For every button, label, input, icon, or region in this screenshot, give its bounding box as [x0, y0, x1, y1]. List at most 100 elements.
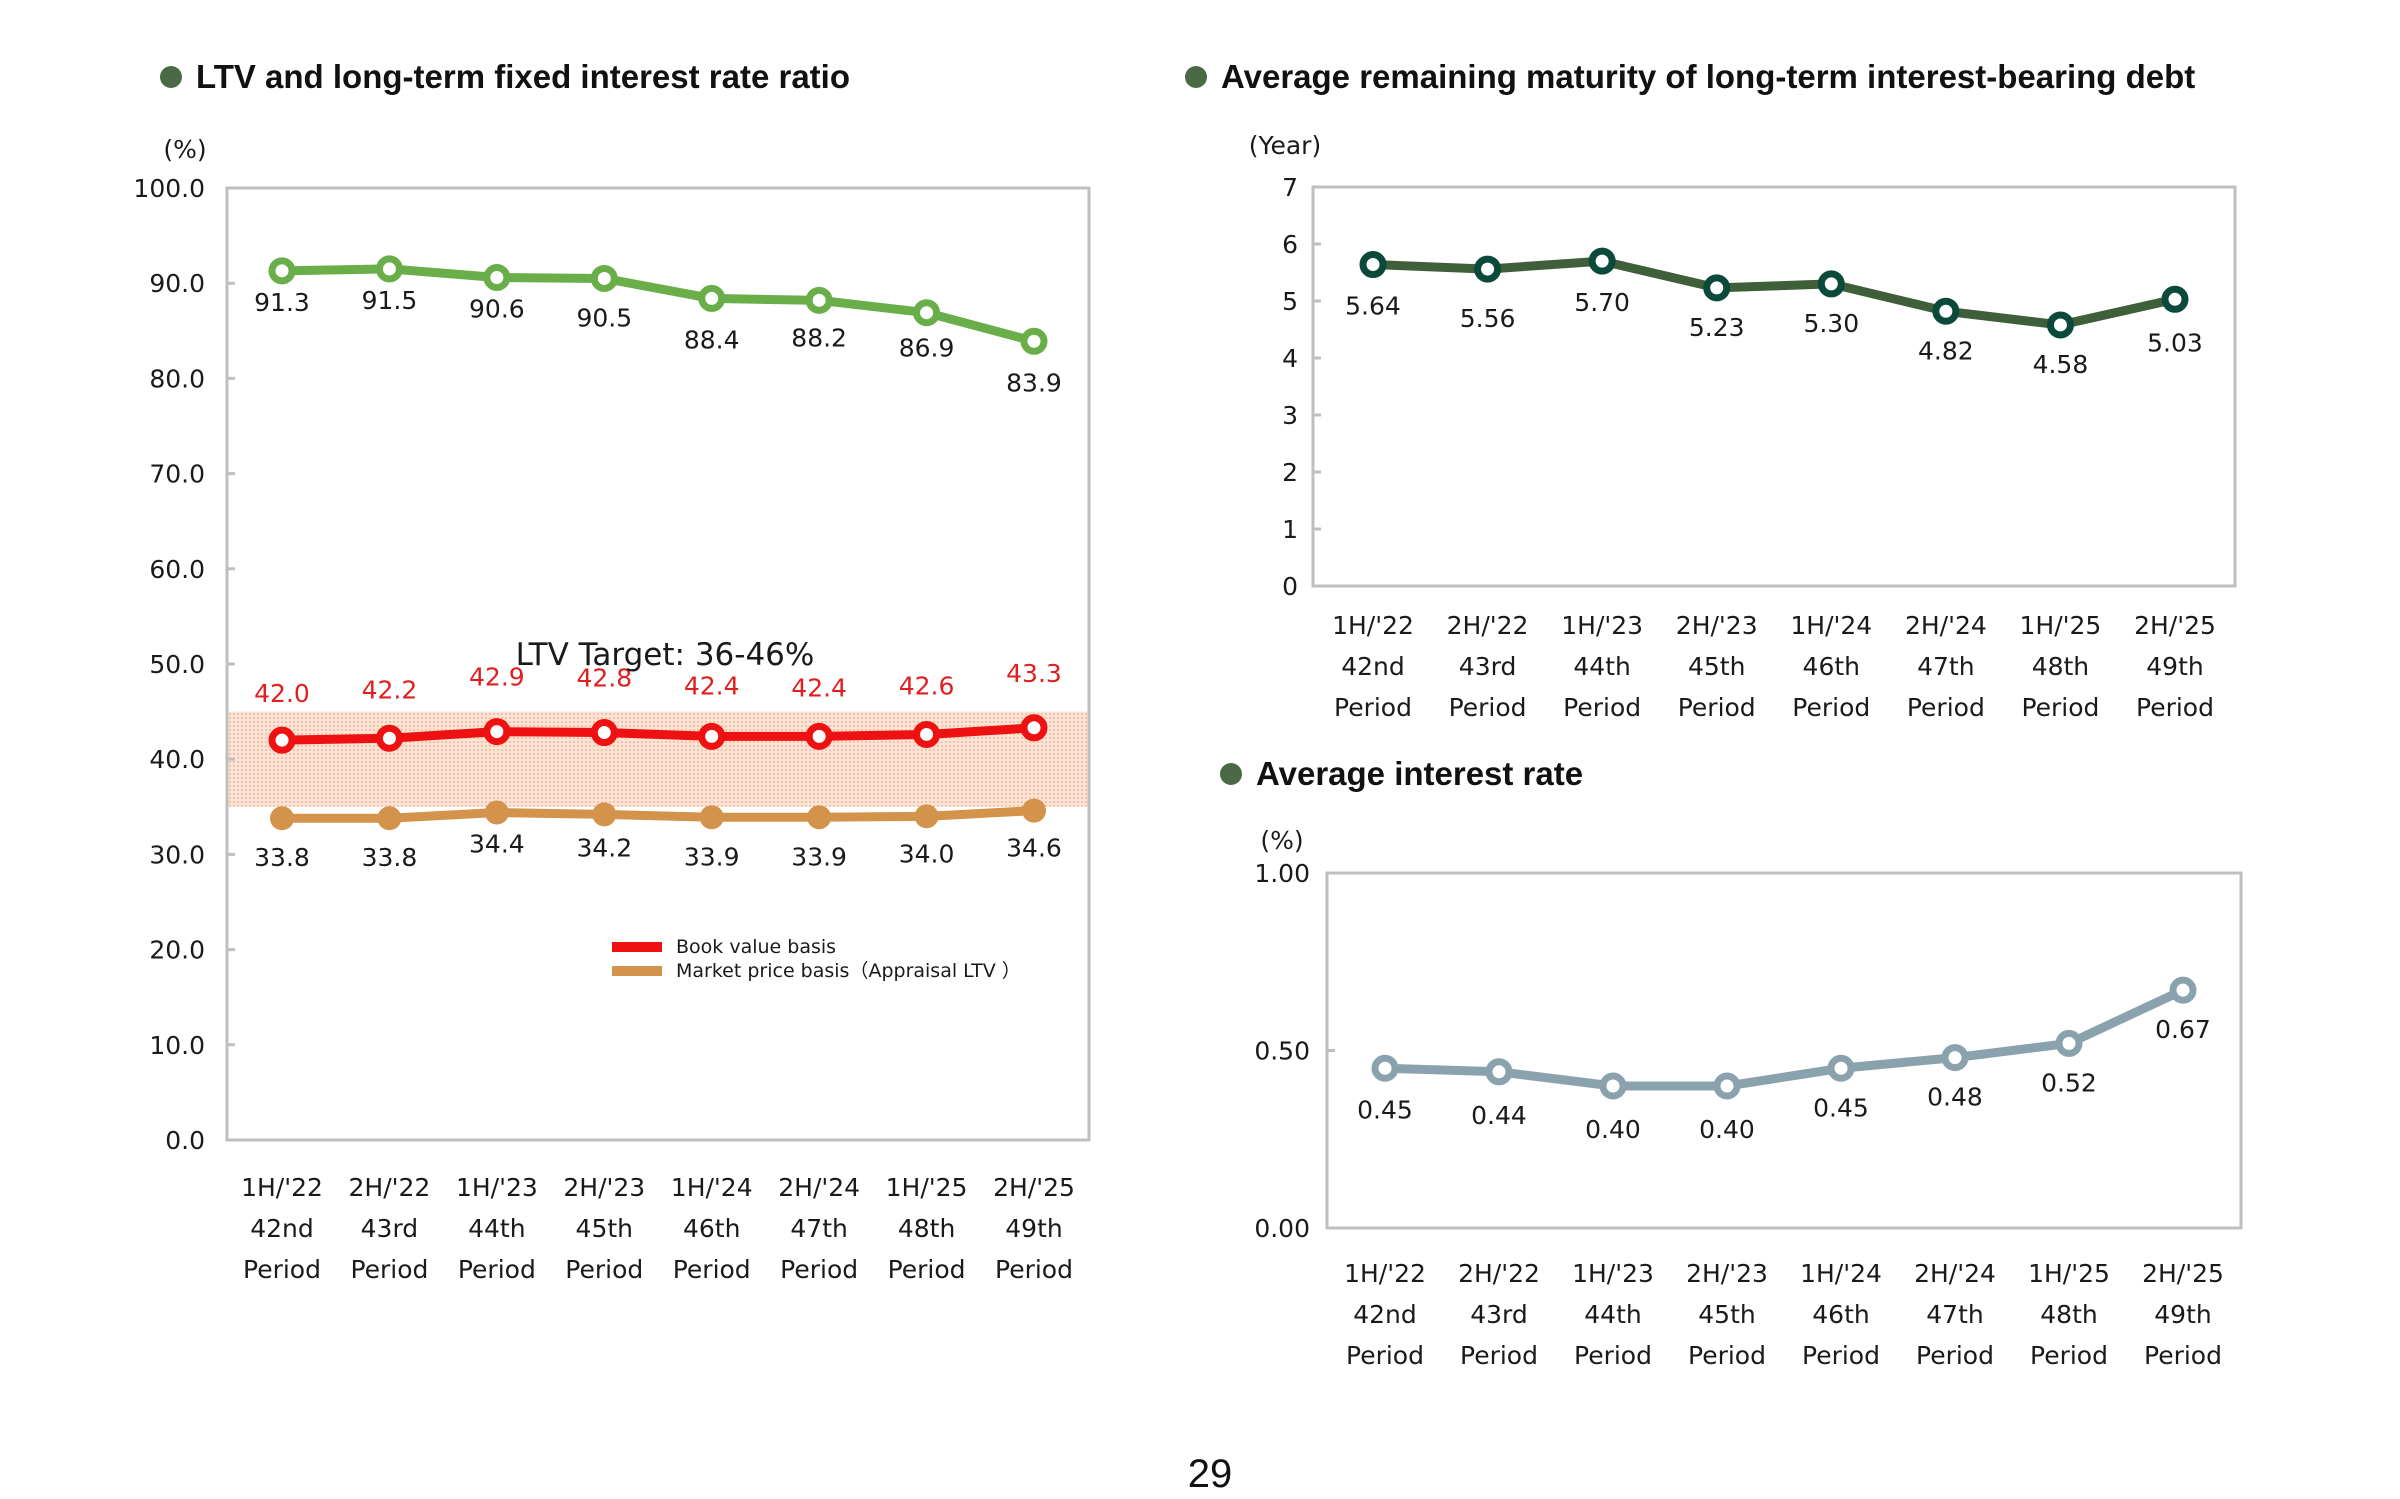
x-category-label: 1H/'22	[241, 1173, 323, 1202]
x-category-label: 42nd	[250, 1214, 314, 1243]
y-tick-label: 40.0	[149, 745, 205, 774]
book-value-ltv-marker	[805, 722, 833, 750]
x-category-label: 47th	[790, 1214, 847, 1243]
y-tick-label: 20.0	[149, 936, 205, 965]
x-category-label: 48th	[898, 1214, 955, 1243]
market-price-ltv-line	[282, 806, 1035, 823]
interest-rate-data-label: 0.40	[1585, 1115, 1641, 1144]
remaining-maturity-data-label: 4.58	[2033, 350, 2089, 379]
market-price-ltv-data-label: 33.9	[791, 842, 847, 871]
x-category-label: 45th	[576, 1214, 633, 1243]
x-category-label: Period	[1678, 693, 1756, 722]
market-price-ltv-data-label: 33.8	[254, 843, 310, 872]
y-tick-label: 1.00	[1254, 859, 1310, 888]
book-value-ltv-data-label: 42.4	[684, 671, 740, 700]
market-price-ltv-marker	[914, 804, 939, 829]
interest-section-title: Average interest rate	[1220, 755, 1583, 793]
interest-rate-marker	[1941, 1044, 1969, 1072]
x-category-label: Period	[780, 1255, 858, 1284]
x-category-label: 2H/'22	[1458, 1259, 1540, 1288]
book-value-ltv-marker	[913, 720, 941, 748]
interest-rate-data-label: 0.52	[2041, 1068, 2097, 1097]
market-price-ltv-data-label: 34.2	[576, 833, 632, 862]
y-tick-label: 0.00	[1254, 1214, 1310, 1243]
book-value-ltv-marker	[590, 719, 618, 747]
x-category-label: 1H/'25	[2028, 1259, 2110, 1288]
maturity-chart: 0 1 2 3 4 5 6 7 (Year) 1H/'22 42nd Period 2H/'22 43rd…	[1249, 131, 2237, 722]
legend-swatch	[612, 942, 662, 952]
fixed-rate-ratio-data-label: 88.4	[684, 325, 740, 354]
interest-rate-marker	[1371, 1054, 1399, 1082]
x-category-label: 1H/'24	[671, 1173, 753, 1202]
fixed-rate-ratio-marker	[483, 263, 511, 291]
maturity-section-title: Average remaining maturity of long-term …	[1185, 58, 2195, 96]
x-category-label: 2H/'24	[1905, 611, 1987, 640]
book-value-ltv-marker	[268, 726, 296, 754]
book-value-ltv-data-label: 43.3	[1006, 659, 1062, 688]
remaining-maturity-marker	[1932, 297, 1960, 325]
y-tick-label: 30.0	[149, 840, 205, 869]
interest-rate-line	[1384, 986, 2185, 1091]
x-category-label: 43rd	[1470, 1300, 1528, 1329]
x-category-label: Period	[1334, 693, 1412, 722]
book-value-ltv-marker	[483, 718, 511, 746]
x-category-label: 46th	[683, 1214, 740, 1243]
fixed-rate-ratio-series: 91.3 91.5 90.6 90.5 88.4 88.2 86.9 83.9	[254, 255, 1062, 397]
x-category-label: 1H/'22	[1332, 611, 1414, 640]
x-category-label: 2H/'25	[993, 1173, 1075, 1202]
remaining-maturity-marker	[1588, 247, 1616, 275]
interest-rate-marker	[2055, 1029, 2083, 1057]
x-category-label: Period	[673, 1255, 751, 1284]
x-category-label: 2H/'23	[563, 1173, 645, 1202]
x-category-label: 1H/'22	[1344, 1259, 1426, 1288]
book-value-ltv-data-label: 42.0	[254, 679, 310, 708]
y-tick-label: 90.0	[149, 269, 205, 298]
interest-chart-title: Average interest rate	[1256, 755, 1584, 792]
y-tick-label: 100.0	[133, 174, 205, 203]
ltv-chart: 0.0 10.0 20.0 30.0 40.0 50.0 60.0 70.0 80.0 90.0 1…	[133, 135, 1091, 1284]
x-category-label: Period	[1688, 1341, 1766, 1370]
ltv-section-title: LTV and long-term fixed interest rate ra…	[160, 58, 850, 96]
fixed-rate-ratio-marker	[590, 264, 618, 292]
fixed-rate-ratio-marker	[268, 257, 296, 285]
book-value-ltv-line	[281, 723, 1035, 745]
y-tick-label: 2	[1282, 458, 1298, 487]
legend-swatch	[612, 966, 662, 976]
x-category-label: Period	[350, 1255, 428, 1284]
book-value-ltv-marker	[698, 722, 726, 750]
book-value-ltv-series: 42.0 42.2 42.9 42.8 42.4 42.4 42.6 43.3	[254, 659, 1062, 754]
x-category-label: Period	[2136, 693, 2214, 722]
remaining-maturity-data-label: 4.82	[1918, 336, 1974, 365]
x-category-label: 2H/'23	[1676, 611, 1758, 640]
x-category-label: 2H/'24	[1914, 1259, 1996, 1288]
fixed-rate-ratio-line	[281, 264, 1036, 346]
market-price-ltv-marker	[699, 805, 724, 830]
fixed-rate-ratio-data-label: 86.9	[899, 334, 955, 363]
x-category-label: 46th	[1812, 1300, 1869, 1329]
remaining-maturity-data-label: 5.70	[1574, 288, 1630, 317]
remaining-maturity-data-label: 5.23	[1689, 313, 1745, 342]
fixed-rate-ratio-data-label: 83.9	[1006, 368, 1062, 397]
remaining-maturity-marker	[1474, 255, 1502, 283]
market-price-ltv-marker	[377, 806, 402, 831]
y-axis-unit-label: (Year)	[1249, 131, 1321, 160]
bullet-icon	[1185, 66, 1207, 88]
x-category-label: 1H/'23	[456, 1173, 538, 1202]
interest-rate-data-label: 0.40	[1699, 1115, 1755, 1144]
y-tick-label: 0.50	[1254, 1037, 1310, 1066]
x-category-label: 42nd	[1353, 1300, 1417, 1329]
fixed-rate-ratio-data-label: 90.5	[576, 303, 632, 332]
y-tick-label: 1	[1282, 515, 1298, 544]
y-tick-label: 3	[1282, 401, 1298, 430]
remaining-maturity-data-label: 5.64	[1345, 292, 1401, 321]
interest-rate-marker	[1485, 1058, 1513, 1086]
x-category-label: 44th	[1573, 652, 1630, 681]
x-category-label: 47th	[1926, 1300, 1983, 1329]
x-category-label: 42nd	[1341, 652, 1405, 681]
x-category-label: 49th	[2154, 1300, 2211, 1329]
page-number: 29	[1187, 1452, 1233, 1496]
fixed-rate-ratio-marker	[913, 299, 941, 327]
y-tick-label: 6	[1282, 230, 1298, 259]
